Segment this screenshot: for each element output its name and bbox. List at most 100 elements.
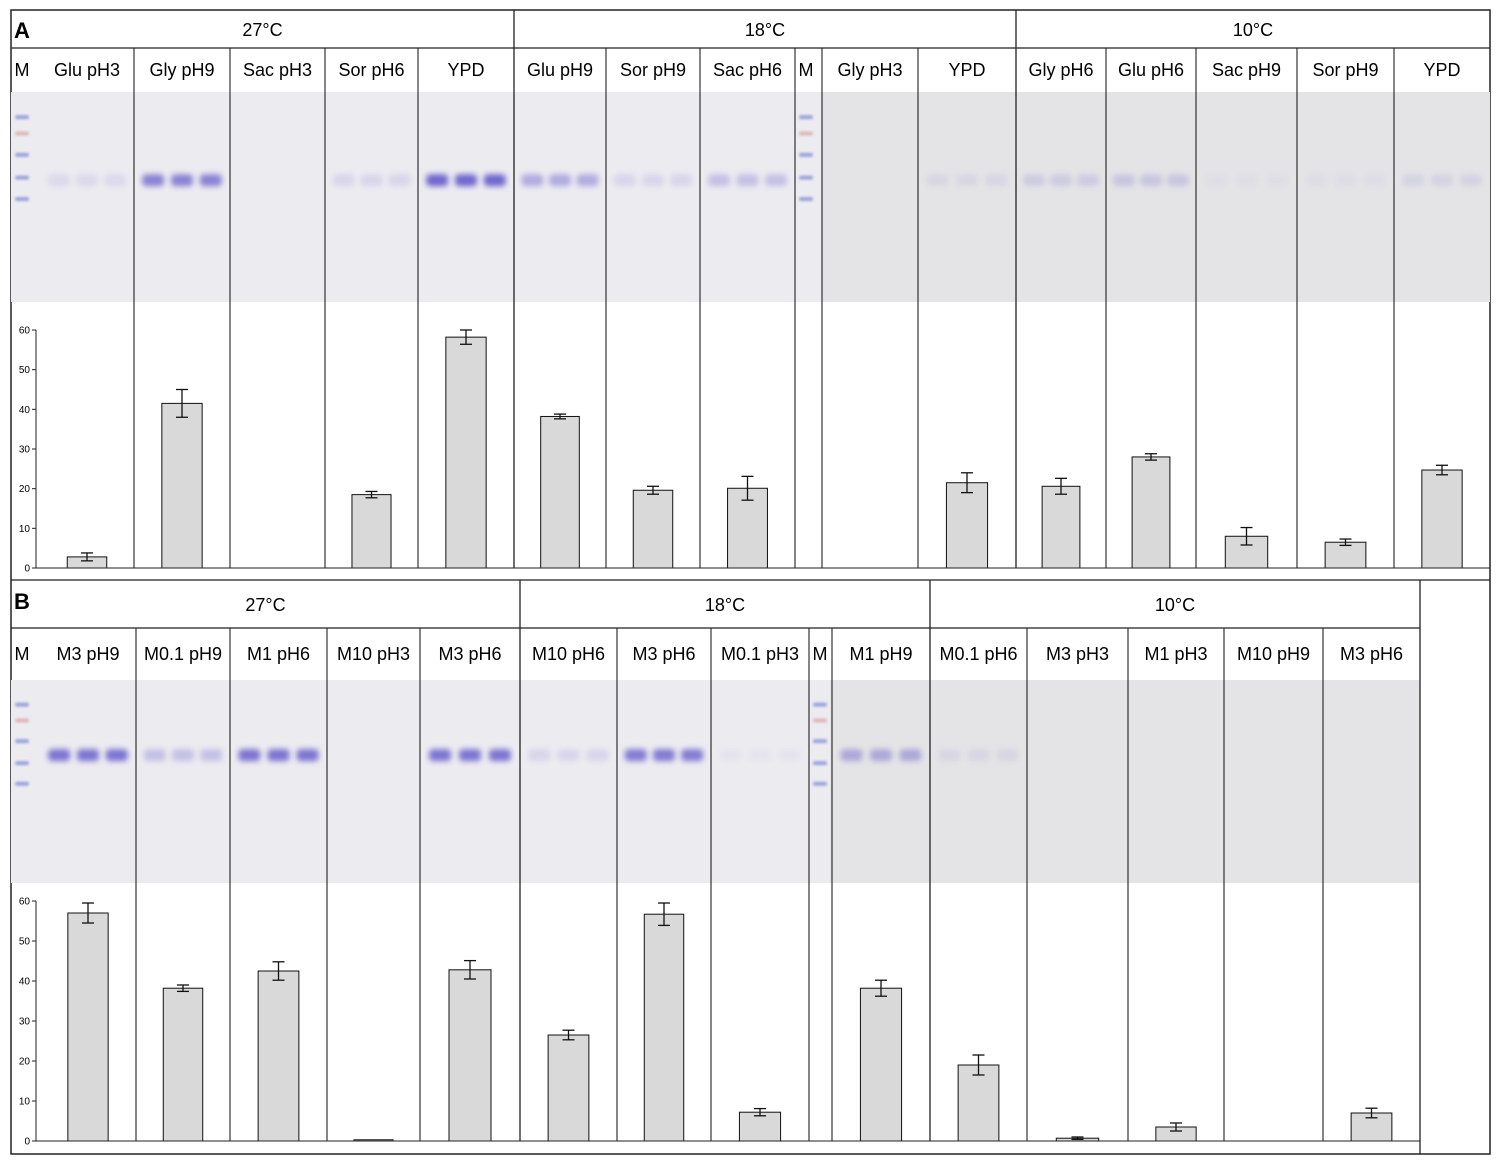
bar-a-10 <box>1041 485 1081 569</box>
gel-b-right <box>830 680 1420 883</box>
lane-label-a-7: Sac pH6 <box>713 60 782 80</box>
gel-band-a-9-2 <box>985 174 1008 187</box>
lane-label-a-6: Sor pH9 <box>620 60 686 80</box>
bar-a-5 <box>540 415 580 569</box>
gel-band-b-5-2 <box>586 749 609 762</box>
gel-band-a-10-1 <box>1050 174 1072 187</box>
gel-band-a-11-0 <box>1113 174 1135 187</box>
gel-band-a-13-2 <box>1363 174 1386 187</box>
marker-band-a-1-0 <box>799 115 813 120</box>
gel-band-b-4-0 <box>429 749 451 762</box>
y-tick-label-b-3: 30 <box>19 1017 31 1028</box>
y-tick-label-a-3: 30 <box>19 445 31 456</box>
lane-label-b-0: M3 pH9 <box>56 644 119 664</box>
gel-band-a-9-1 <box>956 174 978 187</box>
marker-band-b-1-2 <box>813 739 827 744</box>
gel-band-a-7-1 <box>736 174 759 187</box>
gel-band-a-4-2 <box>483 174 506 187</box>
gel-band-b-0-0 <box>48 749 71 762</box>
gel-band-a-5-0 <box>521 174 544 187</box>
error-bar-a-13 <box>1339 538 1352 547</box>
bar-a-4 <box>445 336 487 569</box>
gel-band-a-1-2 <box>199 174 222 187</box>
lane-label-a-4: YPD <box>447 60 484 80</box>
gel-band-a-13-1 <box>1334 174 1357 187</box>
bar-a-3 <box>351 494 392 569</box>
lane-label-a-11: Glu pH6 <box>1118 60 1184 80</box>
error-bar-b-0 <box>82 902 94 924</box>
lane-label-b-5: M10 pH6 <box>532 644 605 664</box>
y-tick-label-b-0: 0 <box>24 1137 30 1148</box>
bar-b-0 <box>67 912 109 1142</box>
gel-band-b-8-0 <box>840 749 863 762</box>
error-bar-a-4 <box>460 329 472 345</box>
panel-b-label: B <box>14 589 30 614</box>
y-tick-label-a-2: 20 <box>19 484 31 495</box>
lane-label-b-6: M3 pH6 <box>632 644 695 664</box>
gel-band-a-6-2 <box>670 174 693 187</box>
bar-b-2 <box>257 970 300 1142</box>
lane-label-b-4: M3 pH6 <box>438 644 501 664</box>
gel-band-a-10-0 <box>1023 174 1045 187</box>
lane-label-a-12: Sac pH9 <box>1212 60 1281 80</box>
bar-b-4 <box>448 969 492 1142</box>
gel-band-a-12-0 <box>1205 174 1227 186</box>
gel-band-b-6-2 <box>681 749 704 762</box>
gel-band-a-14-1 <box>1431 174 1453 187</box>
marker-band-a-1-3 <box>799 175 813 180</box>
gel-band-a-12-2 <box>1266 174 1288 186</box>
error-bar-a-9 <box>961 472 973 494</box>
bar-b-5 <box>547 1034 590 1142</box>
marker-band-b-1-0 <box>813 702 827 707</box>
error-bar-a-11 <box>1145 453 1157 461</box>
gel-band-a-3-2 <box>388 174 411 187</box>
bar-b-6 <box>643 913 685 1142</box>
marker-band-a-0-2 <box>15 152 29 157</box>
bar-a-11 <box>1131 456 1171 569</box>
gel-band-b-2-0 <box>238 749 261 762</box>
gel-band-b-5-1 <box>557 749 580 762</box>
bar-a-6 <box>632 489 674 569</box>
lane-label-a-14: YPD <box>1423 60 1460 80</box>
gel-band-b-6-0 <box>624 749 647 762</box>
temp-header-a-2: 10°C <box>1233 20 1273 40</box>
error-bar-b-2 <box>272 961 285 981</box>
marker-band-b-0-2 <box>15 739 29 744</box>
marker-band-a-0-0 <box>15 115 29 120</box>
bar-a-14 <box>1421 469 1463 569</box>
gel-band-a-5-2 <box>576 174 599 187</box>
y-tick-label-a-6: 60 <box>19 326 31 337</box>
gel-band-b-7-2 <box>778 749 801 762</box>
gel-band-b-4-1 <box>459 749 481 762</box>
lane-label-a-10: Gly pH6 <box>1028 60 1093 80</box>
bar-a-9 <box>945 482 989 569</box>
lane-label-b-8: M1 pH9 <box>849 644 912 664</box>
marker-band-b-1-1 <box>813 718 827 723</box>
gel-band-a-1-0 <box>142 174 165 187</box>
y-tick-label-b-2: 20 <box>19 1057 31 1068</box>
gel-band-a-3-0 <box>332 174 355 187</box>
gel-band-b-8-2 <box>899 749 922 762</box>
gel-band-a-7-0 <box>708 174 730 187</box>
error-bar-b-11 <box>1170 1122 1182 1132</box>
marker-label-a-0: M <box>15 60 30 80</box>
gel-band-b-4-2 <box>489 749 511 762</box>
temp-header-b-0: 27°C <box>245 595 285 615</box>
marker-band-a-1-1 <box>799 131 813 136</box>
bar-b-7 <box>738 1111 782 1142</box>
error-bar-a-6 <box>647 485 659 495</box>
error-bar-b-7 <box>754 1107 766 1117</box>
gel-band-a-0-1 <box>76 174 98 187</box>
marker-label-b-1: M <box>813 644 828 664</box>
error-bar-a-14 <box>1436 464 1448 476</box>
lane-label-b-13: M3 pH6 <box>1340 644 1403 664</box>
gel-band-b-2-2 <box>296 749 319 762</box>
error-bar-a-12 <box>1240 526 1253 546</box>
panel-a-label: A <box>14 18 30 43</box>
gel-band-a-9-0 <box>926 174 949 187</box>
error-bar-b-9 <box>972 1054 985 1076</box>
lane-label-b-12: M10 pH9 <box>1237 644 1310 664</box>
marker-band-b-1-3 <box>813 761 827 766</box>
lane-label-a-5: Glu pH9 <box>527 60 593 80</box>
